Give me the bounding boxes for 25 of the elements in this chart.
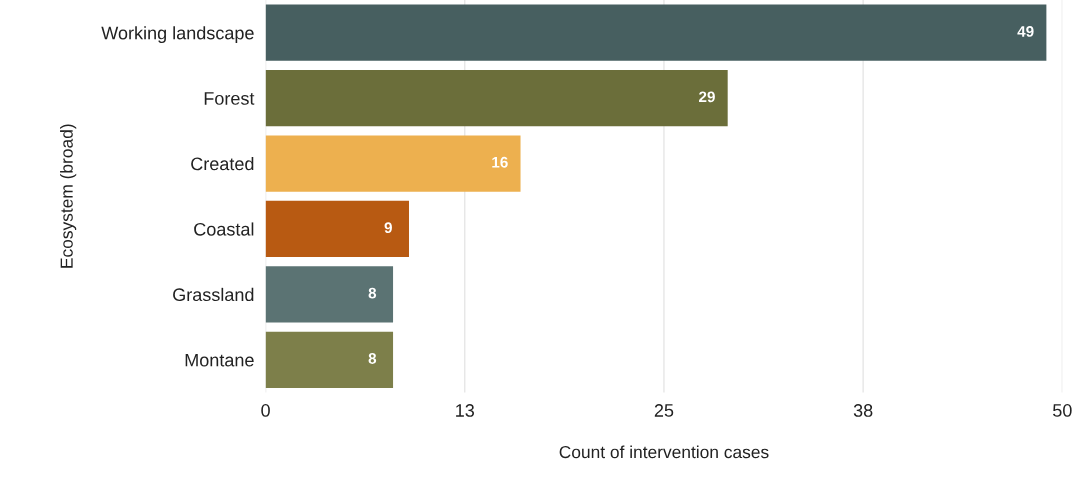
bar [265,200,409,258]
y-tick-label: Forest [204,92,255,105]
x-tick-label: 50 [1053,404,1072,417]
data-label: 29 [699,91,715,103]
x-tick-label: 0 [261,404,270,417]
x-axis-title: Count of intervention cases [559,445,769,459]
y-tick-label: Working landscape [101,26,254,43]
y-tick-label: Created [191,157,254,171]
x-tick-label: 25 [654,404,674,417]
bar [265,266,394,323]
y-tick-label: Grassland [173,287,254,302]
y-tick-label: Montane [185,353,254,367]
bar [265,331,394,388]
x-tick-label: 13 [456,404,475,417]
data-label: 9 [384,222,392,234]
y-tick-label: Coastal [194,222,254,236]
data-label: 16 [492,156,508,168]
x-tick-label: 38 [853,404,873,417]
data-label: 8 [368,353,377,364]
bar [265,4,1047,61]
data-label: 8 [368,287,377,299]
bar [265,70,728,127]
data-label: 49 [1017,25,1034,37]
bar [265,135,521,192]
y-axis-title: Ecosystem (broad) [60,124,77,268]
